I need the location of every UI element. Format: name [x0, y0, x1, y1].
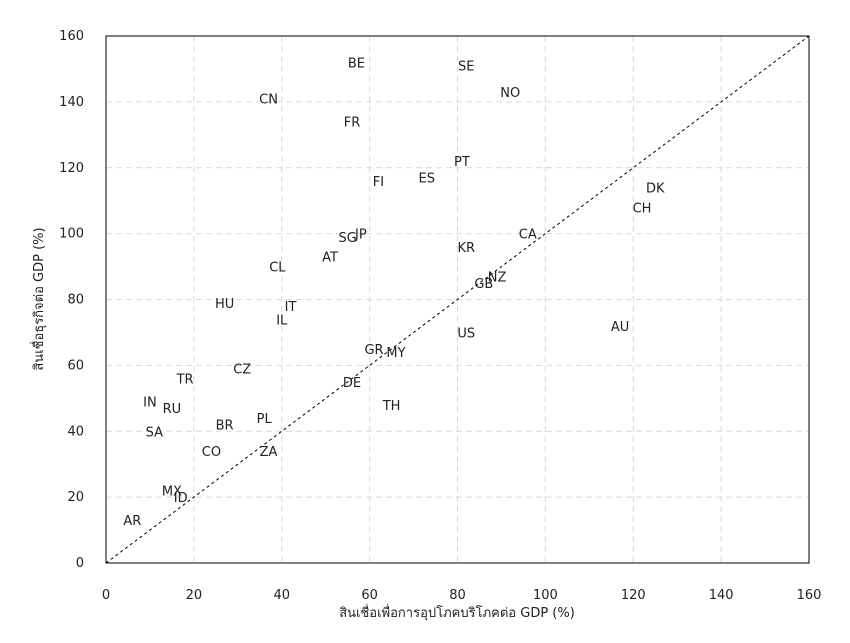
data-point-gr: GR	[364, 343, 383, 358]
data-point-gb: GB	[474, 277, 493, 292]
y-axis-title: สินเชื่อธุรกิจต่อ GDP (%)	[30, 227, 47, 370]
data-point-in: IN	[143, 396, 157, 411]
data-point-pt: PT	[454, 155, 470, 170]
data-point-cz: CZ	[233, 363, 251, 378]
y-tick-label: 40	[67, 424, 84, 439]
data-point-jp: JP	[354, 228, 367, 243]
data-point-fi: FI	[373, 175, 384, 190]
data-point-br: BR	[216, 419, 234, 434]
reference-line-layer	[105, 35, 810, 564]
data-point-ru: RU	[163, 402, 182, 417]
plot-frame	[105, 35, 810, 564]
data-point-tr: TR	[176, 373, 194, 388]
data-point-it: IT	[285, 300, 297, 315]
data-point-de: DE	[343, 376, 361, 391]
data-point-be: BE	[348, 56, 365, 71]
diagonal-reference-line	[105, 35, 810, 564]
data-point-fr: FR	[344, 116, 361, 131]
x-tick-label: 80	[449, 588, 466, 603]
x-tick-label: 160	[797, 588, 822, 603]
data-point-ca: CA	[519, 228, 537, 243]
data-point-my: MY	[386, 346, 405, 361]
y-tick-label: 20	[67, 490, 84, 505]
data-point-pl: PL	[257, 412, 273, 427]
data-point-cn: CN	[259, 93, 278, 108]
data-point-hu: HU	[215, 297, 234, 312]
data-point-at: AT	[322, 251, 338, 266]
y-tick-label: 160	[59, 29, 84, 44]
data-point-ch: CH	[633, 201, 652, 216]
y-tick-label: 140	[59, 95, 84, 110]
data-point-dk: DK	[646, 182, 665, 197]
y-tick-label: 100	[59, 227, 84, 242]
x-tick-label: 40	[273, 588, 290, 603]
data-point-cl: CL	[269, 261, 286, 276]
data-point-us: US	[457, 326, 475, 341]
data-point-ar: AR	[123, 514, 141, 529]
x-axis-title: สินเชื่อเพื่อการอุปโภคบริโภคต่อ GDP (%)	[339, 604, 575, 621]
x-axis-ticks: 0 20 40 60 80 100 120 140 160	[102, 588, 822, 603]
data-point-se: SE	[458, 60, 474, 75]
y-tick-label: 60	[67, 358, 84, 373]
data-point-za: ZA	[260, 445, 278, 460]
data-point-il: IL	[276, 313, 288, 328]
x-tick-label: 60	[361, 588, 378, 603]
data-point-kr: KR	[458, 241, 476, 256]
x-tick-label: 140	[709, 588, 734, 603]
x-tick-label: 120	[621, 588, 646, 603]
x-tick-label: 100	[533, 588, 558, 603]
x-tick-label: 20	[186, 588, 203, 603]
data-point-co: CO	[202, 445, 221, 460]
y-axis-ticks: 0 20 40 60 80 100 120 140 160	[59, 29, 84, 571]
data-point-sg: SG	[338, 231, 356, 246]
data-point-mx: MX	[162, 485, 182, 500]
data-point-sa: SA	[146, 425, 163, 440]
x-tick-label: 0	[102, 588, 110, 603]
y-tick-label: 120	[59, 161, 84, 176]
data-point-th: TH	[382, 399, 401, 414]
data-point-es: ES	[419, 172, 435, 187]
y-tick-label: 0	[76, 556, 84, 571]
data-point-au: AU	[611, 320, 629, 335]
y-tick-label: 80	[67, 293, 84, 308]
data-point-id: ID	[174, 491, 188, 506]
data-point-nz: NZ	[488, 270, 507, 285]
data-point-no: NO	[500, 86, 520, 101]
